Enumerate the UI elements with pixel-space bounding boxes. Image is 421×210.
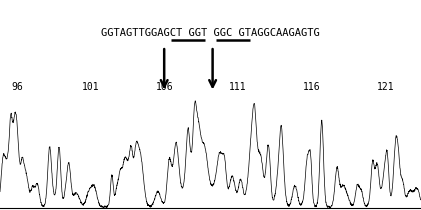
Text: 116: 116 xyxy=(303,82,320,92)
Text: 121: 121 xyxy=(376,82,394,92)
Text: 111: 111 xyxy=(229,82,247,92)
Text: 96: 96 xyxy=(11,82,23,92)
Text: GGTAGTTGGAGCT GGT GGC GTAGGCAAGAGTG: GGTAGTTGGAGCT GGT GGC GTAGGCAAGAGTG xyxy=(101,28,320,38)
Text: 101: 101 xyxy=(82,82,99,92)
Text: 106: 106 xyxy=(155,82,173,92)
